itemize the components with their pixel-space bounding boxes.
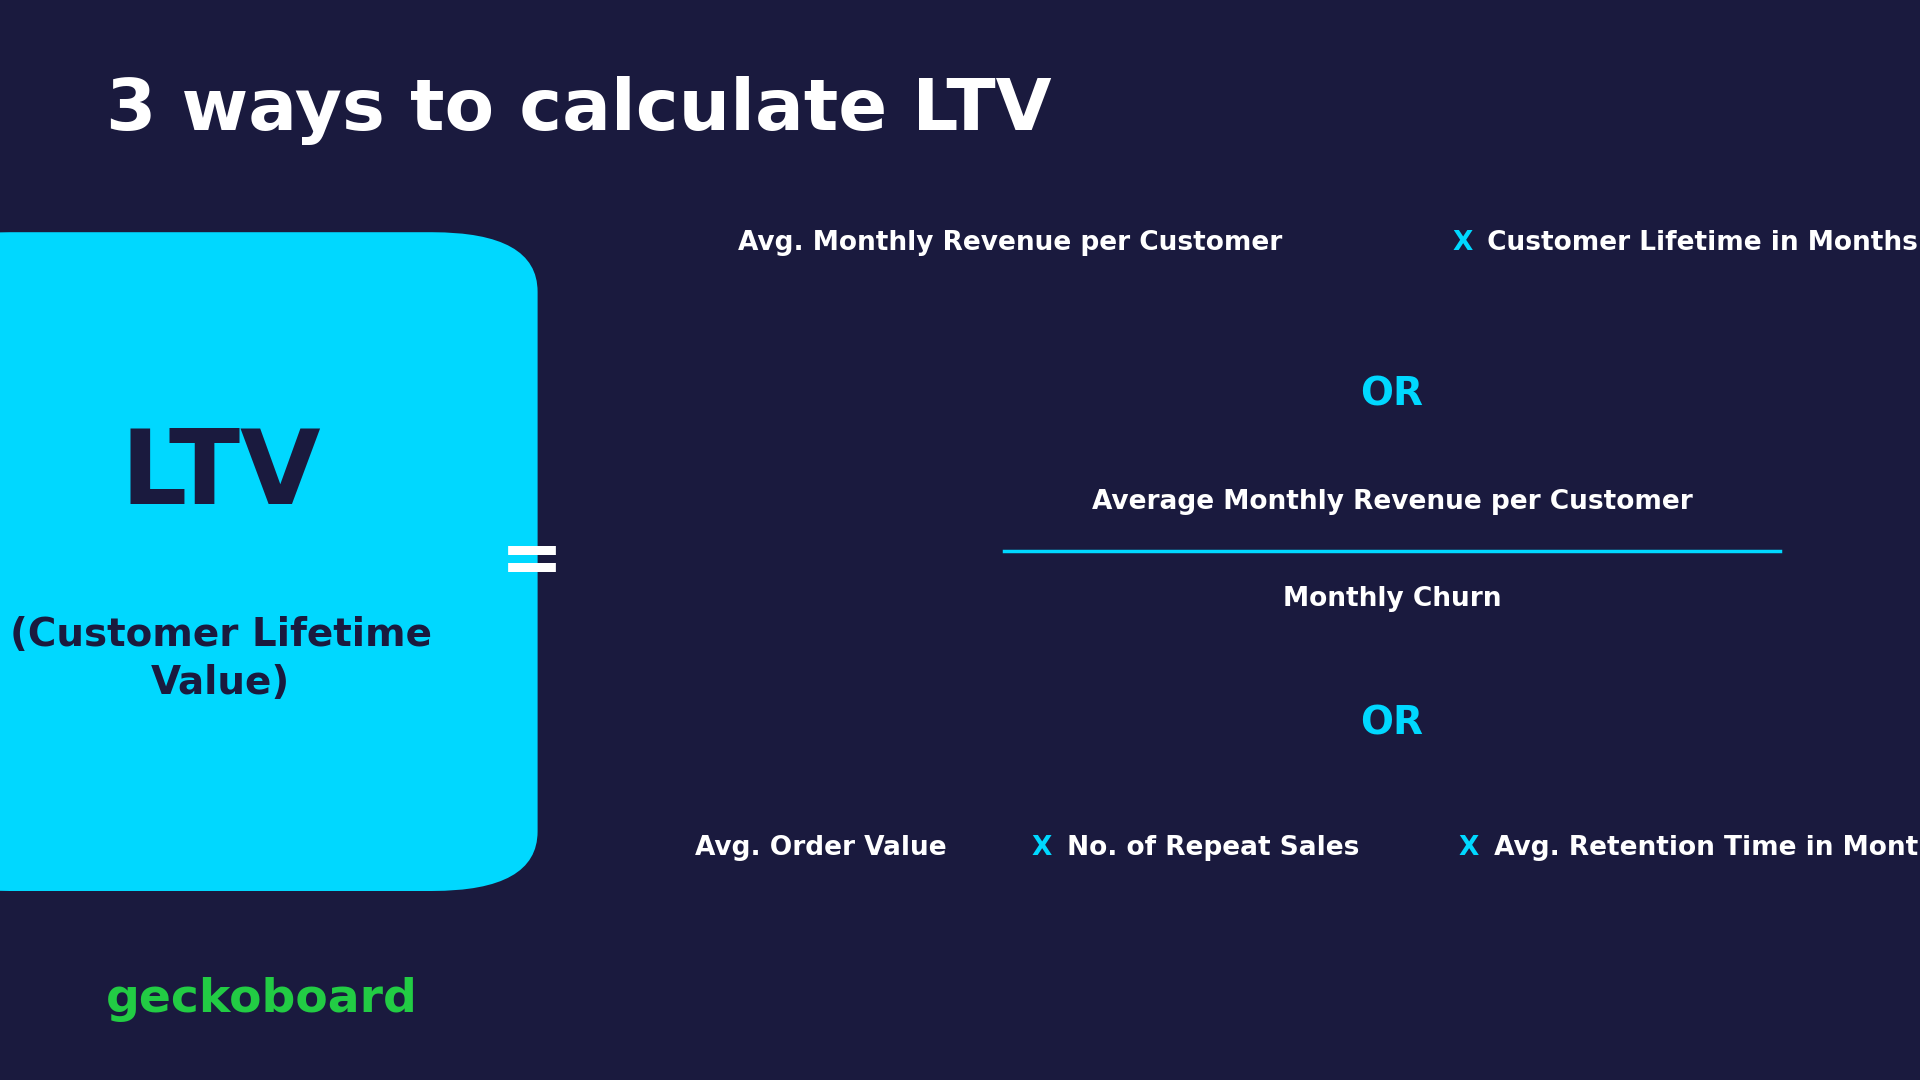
Text: X: X bbox=[1452, 230, 1473, 256]
FancyBboxPatch shape bbox=[0, 232, 538, 891]
Text: Avg. Retention Time in Months: Avg. Retention Time in Months bbox=[1484, 835, 1920, 861]
Text: LTV: LTV bbox=[121, 424, 321, 526]
Text: OR: OR bbox=[1361, 704, 1423, 743]
Text: (Customer Lifetime
Value): (Customer Lifetime Value) bbox=[10, 616, 432, 702]
Text: OR: OR bbox=[1361, 375, 1423, 414]
Text: Avg. Monthly Revenue per Customer: Avg. Monthly Revenue per Customer bbox=[737, 230, 1292, 256]
Text: Monthly Churn: Monthly Churn bbox=[1283, 586, 1501, 612]
Text: =: = bbox=[499, 525, 564, 598]
Text: geckoboard: geckoboard bbox=[106, 976, 417, 1022]
Text: Avg. Order Value: Avg. Order Value bbox=[695, 835, 956, 861]
Text: Customer Lifetime in Months: Customer Lifetime in Months bbox=[1478, 230, 1918, 256]
Text: No. of Repeat Sales: No. of Repeat Sales bbox=[1058, 835, 1369, 861]
Text: 3 ways to calculate LTV: 3 ways to calculate LTV bbox=[106, 76, 1050, 145]
Text: X: X bbox=[1459, 835, 1478, 861]
Text: Average Monthly Revenue per Customer: Average Monthly Revenue per Customer bbox=[1092, 489, 1692, 515]
Text: X: X bbox=[1031, 835, 1052, 861]
